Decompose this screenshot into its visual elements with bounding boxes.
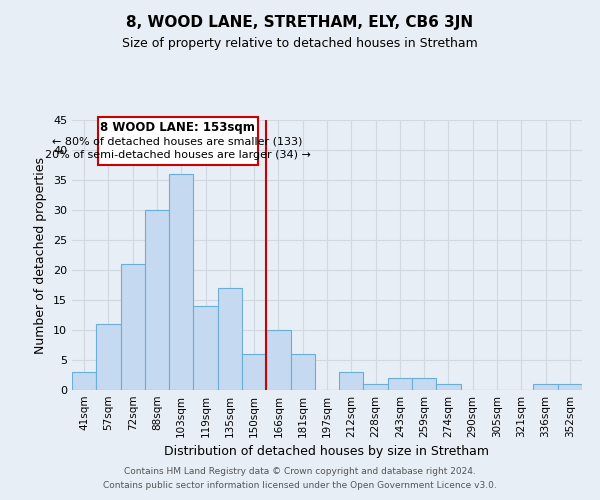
Bar: [533, 384, 558, 390]
Y-axis label: Number of detached properties: Number of detached properties: [34, 156, 47, 354]
Bar: [388, 378, 412, 390]
Bar: [145, 210, 169, 390]
Bar: [558, 384, 582, 390]
Bar: [96, 324, 121, 390]
Text: ← 80% of detached houses are smaller (133): ← 80% of detached houses are smaller (13…: [52, 136, 303, 146]
Bar: [72, 372, 96, 390]
Bar: [266, 330, 290, 390]
Bar: [242, 354, 266, 390]
FancyBboxPatch shape: [97, 117, 258, 165]
Bar: [412, 378, 436, 390]
Text: Contains public sector information licensed under the Open Government Licence v3: Contains public sector information licen…: [103, 481, 497, 490]
Text: 8, WOOD LANE, STRETHAM, ELY, CB6 3JN: 8, WOOD LANE, STRETHAM, ELY, CB6 3JN: [127, 15, 473, 30]
Bar: [169, 174, 193, 390]
Bar: [339, 372, 364, 390]
Bar: [121, 264, 145, 390]
X-axis label: Distribution of detached houses by size in Stretham: Distribution of detached houses by size …: [164, 446, 490, 458]
Text: Size of property relative to detached houses in Stretham: Size of property relative to detached ho…: [122, 38, 478, 51]
Bar: [193, 306, 218, 390]
Bar: [364, 384, 388, 390]
Text: Contains HM Land Registry data © Crown copyright and database right 2024.: Contains HM Land Registry data © Crown c…: [124, 467, 476, 476]
Bar: [290, 354, 315, 390]
Text: 8 WOOD LANE: 153sqm: 8 WOOD LANE: 153sqm: [100, 121, 255, 134]
Bar: [218, 288, 242, 390]
Bar: [436, 384, 461, 390]
Text: 20% of semi-detached houses are larger (34) →: 20% of semi-detached houses are larger (…: [45, 150, 311, 160]
